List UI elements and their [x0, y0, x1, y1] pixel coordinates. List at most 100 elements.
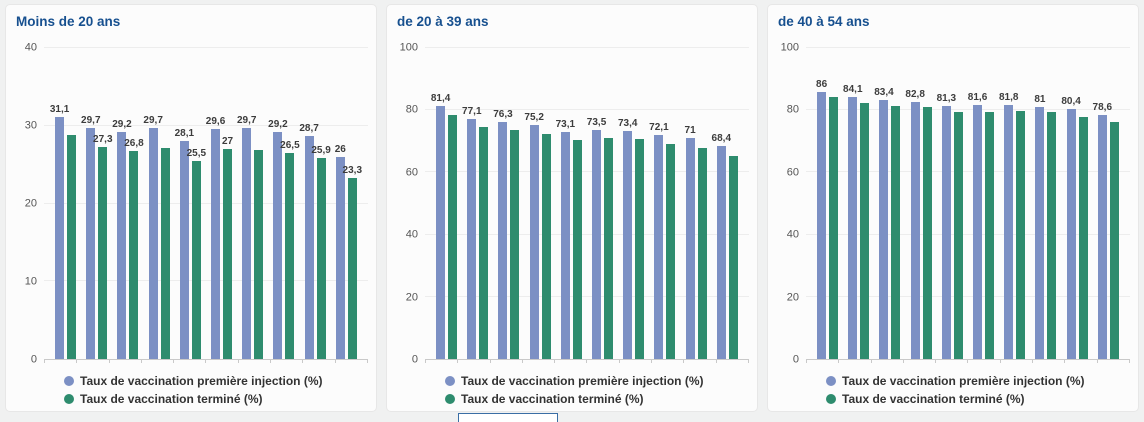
bar-completed[interactable]: [1078, 116, 1088, 359]
bar-first-injection[interactable]: 28,1: [175, 128, 194, 359]
bar-completed[interactable]: [1047, 112, 1057, 359]
bar-completed[interactable]: [510, 130, 520, 359]
bar-completed[interactable]: [697, 147, 707, 359]
bar-first-injection[interactable]: 86: [816, 79, 827, 359]
bar-first-injection[interactable]: 76,3: [493, 109, 513, 359]
bar-completed[interactable]: [829, 96, 839, 359]
gridlines: [44, 47, 368, 359]
bar-completed[interactable]: [1109, 122, 1119, 359]
value-label: 26: [334, 143, 346, 155]
chart-panel-20-39: de 20 à 39 ans 0 20 40 60 80 100 81,4 77,1 76,3…: [386, 4, 758, 412]
bar-first-injection[interactable]: 73,5: [587, 118, 606, 359]
bar-completed[interactable]: [635, 138, 645, 359]
bar-group: 81,6: [968, 48, 995, 359]
bar-first-injection[interactable]: 73,4: [618, 118, 637, 359]
x-tick: [205, 359, 207, 363]
bar-completed[interactable]: [985, 111, 995, 359]
bar-first-injection[interactable]: 29,7: [81, 116, 101, 359]
x-tick: [366, 359, 368, 363]
value-label: 23,3: [342, 164, 363, 176]
y-tick-label: 60: [786, 166, 799, 179]
bar-completed[interactable]: [953, 112, 963, 359]
bar-first-injection[interactable]: 28,7: [299, 123, 319, 359]
bar-completed[interactable]: 25,5: [187, 148, 206, 359]
bar-first-injection[interactable]: 29,7: [237, 116, 256, 359]
bar-completed[interactable]: [728, 155, 738, 359]
bar-first-injection[interactable]: 78,6: [1093, 102, 1112, 359]
bar-completed[interactable]: [922, 107, 932, 359]
bar-first-injection[interactable]: 81,3: [937, 94, 956, 359]
bar-completed[interactable]: [1016, 110, 1026, 359]
bar-first-injection[interactable]: 75,2: [524, 113, 544, 359]
bar-completed[interactable]: [448, 114, 458, 359]
bar-first-injection[interactable]: 72,1: [649, 122, 669, 359]
x-tick: [902, 359, 904, 363]
bar-first-injection[interactable]: 81,4: [431, 93, 450, 359]
bar-completed[interactable]: [160, 148, 170, 359]
legend-item-first_injection[interactable]: Taux de vaccination première injection (…: [64, 374, 368, 388]
bar-completed[interactable]: 23,3: [343, 165, 362, 359]
value-label: 29,7: [81, 115, 101, 127]
bar-completed[interactable]: 27,3: [93, 134, 113, 359]
bar-completed[interactable]: 27: [222, 137, 233, 359]
bar-first-injection[interactable]: 81,8: [999, 92, 1018, 359]
bar-completed[interactable]: [666, 143, 676, 359]
legend-item-first_injection[interactable]: Taux de vaccination première injection (…: [826, 374, 1130, 388]
value-label: 68,4: [711, 133, 732, 145]
bars: 86 84,1 83,4 82,8 81,3 81,6 81,8 81 80,4 78,6: [806, 48, 1130, 359]
bar-completed[interactable]: [67, 135, 77, 359]
bar-first-injection[interactable]: 82,8: [905, 89, 925, 359]
bar-first-injection[interactable]: 81,6: [968, 93, 987, 359]
bar-group: 77,1: [462, 48, 489, 359]
bar-first-injection[interactable]: 31,1: [50, 105, 69, 359]
legend-label: Taux de vaccination première injection (…: [842, 374, 1085, 388]
legend-item-completed[interactable]: Taux de vaccination terminé (%): [826, 392, 1130, 406]
legend-marker-icon: [64, 394, 74, 404]
gridline: [44, 47, 368, 48]
bar-group: 83,4: [874, 48, 901, 359]
bar-first-injection[interactable]: 83,4: [874, 87, 894, 359]
value-label: 86: [816, 78, 828, 90]
bar-completed[interactable]: [541, 133, 551, 359]
value-label: 26,8: [124, 137, 144, 149]
gridlines: [806, 47, 1130, 359]
bar-group: 73,4: [618, 48, 645, 359]
value-label: 73,5: [586, 117, 607, 129]
x-tick: [237, 359, 239, 363]
bar-completed[interactable]: [891, 105, 901, 359]
legend-item-completed[interactable]: Taux de vaccination terminé (%): [64, 392, 368, 406]
bar-first-injection[interactable]: 77,1: [462, 107, 482, 359]
bar-completed[interactable]: [860, 103, 870, 359]
x-tick: [806, 359, 807, 363]
bar-first-injection[interactable]: 84,1: [843, 85, 863, 359]
legend-label: Taux de vaccination première injection (…: [461, 374, 704, 388]
bar-first-injection[interactable]: 81: [1034, 95, 1045, 359]
legend-item-completed[interactable]: Taux de vaccination terminé (%): [445, 392, 749, 406]
bar-completed[interactable]: [479, 127, 489, 359]
bar-first-injection[interactable]: 29,6: [206, 116, 225, 359]
bar-completed[interactable]: 26,8: [124, 138, 144, 359]
bar-first-injection[interactable]: 80,4: [1061, 96, 1081, 359]
bars: 81,4 77,1 76,3 75,2 73,1 73,5 73,4 72,1 71 68,4: [425, 48, 749, 359]
gridline: [44, 202, 368, 204]
bar-group: 78,6: [1093, 48, 1119, 359]
chart-title: de 40 à 54 ans: [778, 14, 870, 29]
bar-first-injection[interactable]: 71: [685, 126, 696, 359]
bar-first-injection[interactable]: 29,2: [112, 119, 132, 359]
value-label: 29,2: [112, 118, 132, 130]
bar-completed[interactable]: [604, 138, 614, 359]
legend: Taux de vaccination première injection (…: [64, 374, 368, 406]
bar-first-injection[interactable]: 26: [335, 144, 346, 359]
bottom-partial-box[interactable]: [458, 413, 558, 422]
legend-item-first_injection[interactable]: Taux de vaccination première injection (…: [445, 374, 749, 388]
bar-completed[interactable]: 26,5: [280, 140, 300, 359]
bar-completed[interactable]: [572, 140, 582, 359]
bar-first-injection[interactable]: 68,4: [712, 134, 731, 359]
bar-first-injection[interactable]: 29,7: [143, 116, 163, 359]
x-tick: [1032, 359, 1034, 363]
bar-first-injection[interactable]: 73,1: [556, 119, 575, 359]
bar-first-injection[interactable]: 29,2: [268, 119, 288, 359]
bar-completed[interactable]: 25,9: [311, 145, 331, 359]
bar-completed[interactable]: [254, 149, 264, 359]
y-tick-label: 0: [411, 353, 418, 366]
